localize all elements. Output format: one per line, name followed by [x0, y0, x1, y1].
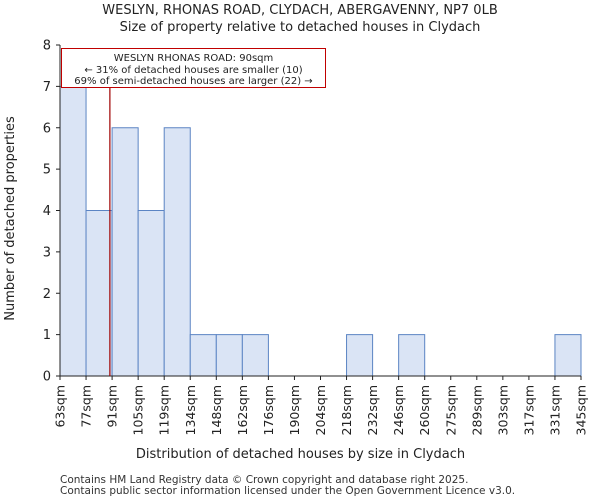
bar-119sqm	[163, 127, 191, 377]
y-tick-label: 5	[43, 163, 51, 178]
x-tick-label: 246sqm	[391, 385, 406, 435]
x-tick-label: 148sqm	[209, 385, 224, 435]
bar-105sqm	[137, 210, 165, 377]
y-axis-label: Number of detached properties	[3, 116, 18, 321]
x-tick-label: 105sqm	[131, 385, 146, 435]
bar-162sqm	[241, 334, 269, 377]
bar-218sqm	[346, 334, 374, 377]
x-tick-label: 345sqm	[574, 385, 589, 435]
chart-title: WESLYN, RHONAS ROAD, CLYDACH, ABERGAVENN…	[102, 3, 498, 18]
x-tick-label: 260sqm	[417, 385, 432, 435]
x-tick-label: 331sqm	[547, 385, 562, 435]
bar-77sqm	[85, 210, 113, 377]
bar-134sqm	[189, 334, 217, 377]
x-tick-label: 119sqm	[157, 385, 172, 435]
annotation-box: WESLYN RHONAS ROAD: 90sqm ← 31% of detac…	[61, 48, 326, 88]
y-tick-label: 1	[43, 328, 51, 343]
x-tick-label: 303sqm	[495, 385, 510, 435]
bar-246sqm	[398, 334, 426, 377]
x-tick-label: 275sqm	[443, 385, 458, 435]
x-axis-label: Distribution of detached houses by size …	[136, 447, 465, 462]
histogram-chart: 0 1 2 3 4 5 6 7 8 63sqm 77sqm 91sqm 105sqm 119sqm 134s…	[3, 39, 589, 463]
chart-subtitle: Size of property relative to detached ho…	[119, 20, 481, 35]
x-tick-label: 162sqm	[235, 385, 250, 435]
y-tick-label: 0	[43, 370, 51, 385]
x-tick-label: 91sqm	[105, 385, 120, 428]
x-tick-label: 190sqm	[287, 385, 302, 435]
x-tick-label: 218sqm	[339, 385, 354, 435]
x-tick-label: 63sqm	[53, 385, 68, 428]
x-tick-label: 317sqm	[521, 385, 536, 435]
y-tick-label: 2	[43, 287, 51, 302]
y-tick-label: 6	[43, 121, 51, 136]
annotation-line-2: ← 31% of detached houses are smaller (10…	[84, 64, 303, 76]
y-tick-label: 7	[43, 80, 51, 95]
x-tick-label: 77sqm	[79, 385, 94, 428]
y-tick-label: 4	[43, 204, 51, 219]
x-tick-label: 134sqm	[183, 385, 198, 435]
x-tick-label: 232sqm	[365, 385, 380, 435]
footer-line-1: Contains HM Land Registry data © Crown c…	[60, 474, 469, 486]
annotation-line-1: WESLYN RHONAS ROAD: 90sqm	[113, 53, 274, 64]
bar-331sqm	[554, 334, 582, 377]
bar-148sqm	[215, 334, 243, 377]
y-tick-label: 8	[43, 39, 51, 54]
bar-63sqm	[59, 85, 87, 377]
footer-line-2: Contains public sector information licen…	[60, 485, 516, 497]
x-tick-label: 176sqm	[261, 385, 276, 435]
annotation-line-3: 69% of semi-detached houses are larger (…	[74, 76, 313, 87]
x-tick-label: 289sqm	[469, 385, 484, 435]
bar-91sqm	[111, 127, 139, 377]
x-tick-label: 204sqm	[313, 385, 328, 435]
y-tick-label: 3	[43, 245, 51, 260]
